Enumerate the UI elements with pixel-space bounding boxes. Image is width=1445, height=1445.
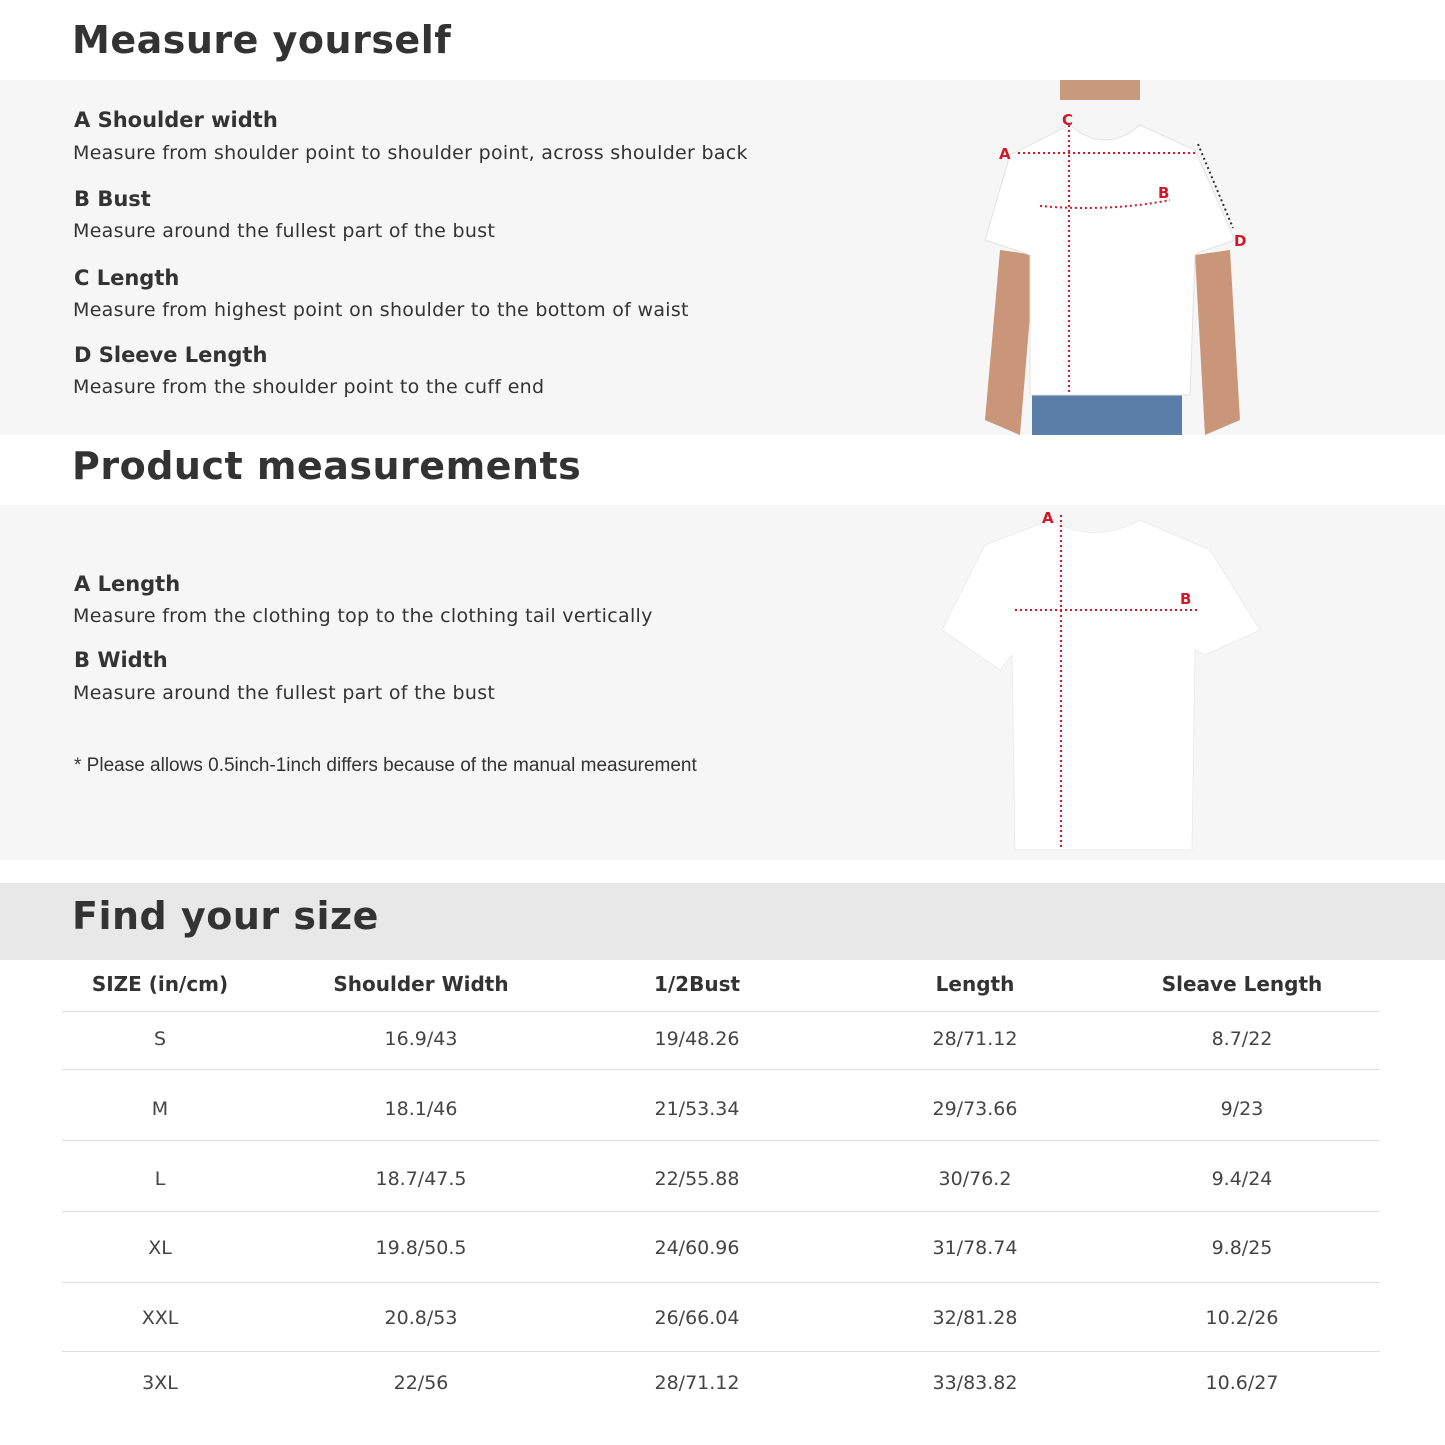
row-divider [62, 1211, 1380, 1212]
size-cell: M [151, 1098, 169, 1120]
flat-tshirt-diagram: A B [941, 509, 1261, 851]
measurement-cell: 26/66.04 [654, 1307, 740, 1329]
model-tshirt-diagram: A B C D [984, 80, 1246, 435]
row-divider [62, 1069, 1380, 1070]
measurement-cell: 28/71.12 [932, 1028, 1018, 1050]
size-cell: 3XL [142, 1372, 178, 1394]
measurement-cell: 24/60.96 [654, 1237, 740, 1259]
measurement-note: * Please allows 0.5inch-1inch differs be… [74, 755, 697, 776]
label-b: B [1180, 590, 1191, 608]
measurement-cell: 22/55.88 [654, 1168, 740, 1190]
item-title: C Length [74, 266, 180, 290]
item-desc: Measure from the clothing top to the clo… [73, 605, 653, 627]
item-title: A Shoulder width [74, 108, 278, 132]
size-cell: XXL [141, 1307, 179, 1329]
measurement-cell: 28/71.12 [654, 1372, 740, 1394]
item-title: B Bust [74, 187, 151, 211]
measurement-cell: 8.7/22 [1211, 1028, 1273, 1050]
measurement-cell: 18.1/46 [384, 1098, 458, 1120]
item-title: A Length [74, 572, 181, 596]
measurement-cell: 30/76.2 [938, 1168, 1012, 1190]
item-desc: Measure from the shoulder point to the c… [73, 376, 545, 398]
row-divider [62, 1351, 1380, 1352]
measurement-cell: 19.8/50.5 [375, 1237, 467, 1259]
find-size-title: Find your size [72, 894, 379, 938]
measurement-cell: 33/83.82 [932, 1372, 1018, 1394]
find-size-header-band [0, 883, 1445, 960]
measurement-cell: 9/23 [1220, 1098, 1264, 1120]
size-cell: L [154, 1168, 166, 1190]
measurement-cell: 10.2/26 [1205, 1307, 1279, 1329]
measurement-cell: 31/78.74 [932, 1237, 1018, 1259]
label-c: C [1062, 111, 1073, 129]
measurement-cell: 19/48.26 [654, 1028, 740, 1050]
measurement-cell: 16.9/43 [384, 1028, 458, 1050]
measurement-cell: 9.4/24 [1211, 1168, 1273, 1190]
item-title: D Sleeve Length [74, 343, 268, 367]
label-b: B [1158, 184, 1169, 202]
item-desc: Measure around the fullest part of the b… [73, 220, 496, 242]
measurement-cell: 10.6/27 [1205, 1372, 1279, 1394]
measurement-cell: 21/53.34 [654, 1098, 740, 1120]
measurement-cell: 22/56 [393, 1372, 449, 1394]
size-cell: S [153, 1028, 167, 1050]
label-a: A [1042, 509, 1054, 527]
column-header: 1/2Bust [653, 972, 741, 996]
measurement-cell: 18.7/47.5 [375, 1168, 467, 1190]
column-header: SIZE (in/cm) [91, 972, 229, 996]
measurement-cell: 32/81.28 [932, 1307, 1018, 1329]
product-measurements-title: Product measurements [72, 444, 582, 488]
measurement-cell: 9.8/25 [1211, 1237, 1273, 1259]
size-cell: XL [148, 1237, 172, 1259]
column-header: Length [935, 972, 1015, 996]
item-desc: Measure around the fullest part of the b… [73, 682, 496, 704]
column-header: Shoulder Width [333, 972, 509, 996]
row-divider [62, 1011, 1380, 1012]
measurement-cell: 20.8/53 [384, 1307, 458, 1329]
label-a: A [999, 145, 1011, 163]
measurement-cell: 29/73.66 [932, 1098, 1018, 1120]
row-divider [62, 1140, 1380, 1141]
measure-yourself-title: Measure yourself [72, 18, 452, 62]
item-title: B Width [74, 648, 168, 672]
column-header: Sleave Length [1161, 972, 1323, 996]
item-desc: Measure from highest point on shoulder t… [73, 299, 689, 321]
row-divider [62, 1282, 1380, 1283]
item-desc: Measure from shoulder point to shoulder … [73, 142, 748, 164]
label-d: D [1234, 232, 1246, 250]
